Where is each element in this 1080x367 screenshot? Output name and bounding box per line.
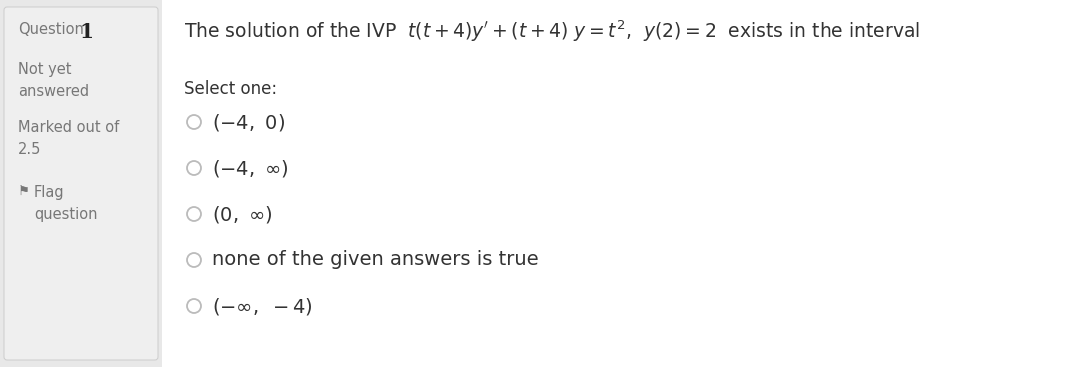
Text: Marked out of
2.5: Marked out of 2.5 <box>18 120 119 157</box>
Text: Flag
question: Flag question <box>33 185 97 222</box>
Text: $(-4,\ \infty)$: $(-4,\ \infty)$ <box>212 158 288 179</box>
Text: ⚑: ⚑ <box>18 185 30 198</box>
Text: Not yet
answered: Not yet answered <box>18 62 90 99</box>
Text: 1: 1 <box>80 22 94 42</box>
Text: none of the given answers is true: none of the given answers is true <box>212 250 539 269</box>
Text: $(0,\ \infty)$: $(0,\ \infty)$ <box>212 204 272 225</box>
Text: Question: Question <box>18 22 84 37</box>
FancyBboxPatch shape <box>4 7 158 360</box>
Text: Select one:: Select one: <box>184 80 278 98</box>
Text: The solution of the IVP  $t(t+4)y' + (t+4)\ y = t^2$,  $y(2) = 2$  exists in the: The solution of the IVP $t(t+4)y' + (t+4… <box>184 18 920 44</box>
Text: $(-\infty,\ -4)$: $(-\infty,\ -4)$ <box>212 296 313 317</box>
Bar <box>162 0 1080 367</box>
Text: $(-4,\ 0)$: $(-4,\ 0)$ <box>212 112 285 133</box>
